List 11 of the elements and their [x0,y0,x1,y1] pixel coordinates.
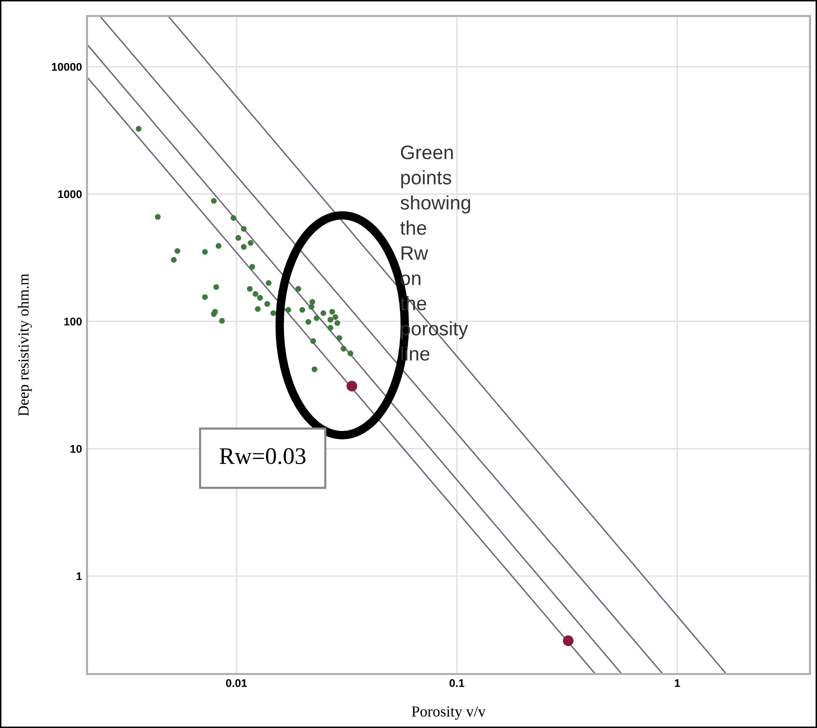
y-tick-label: 1 [76,572,82,580]
y-tick-label: 100 [64,318,82,326]
x-tick-label: 0.01 [226,679,247,688]
y-tick-label: 10000 [52,62,82,71]
x-tick-label: 1 [674,679,680,687]
y-tick-label: 1000 [58,190,82,198]
x-tick-label: 0.1 [450,679,464,688]
annotation: Rw=0.03 [220,448,306,464]
y-axis-title: Deep resistivity ohm.m [18,274,32,416]
y-tick-label: 10 [70,444,82,453]
x-axis-title: Porosity v/v [412,706,486,720]
